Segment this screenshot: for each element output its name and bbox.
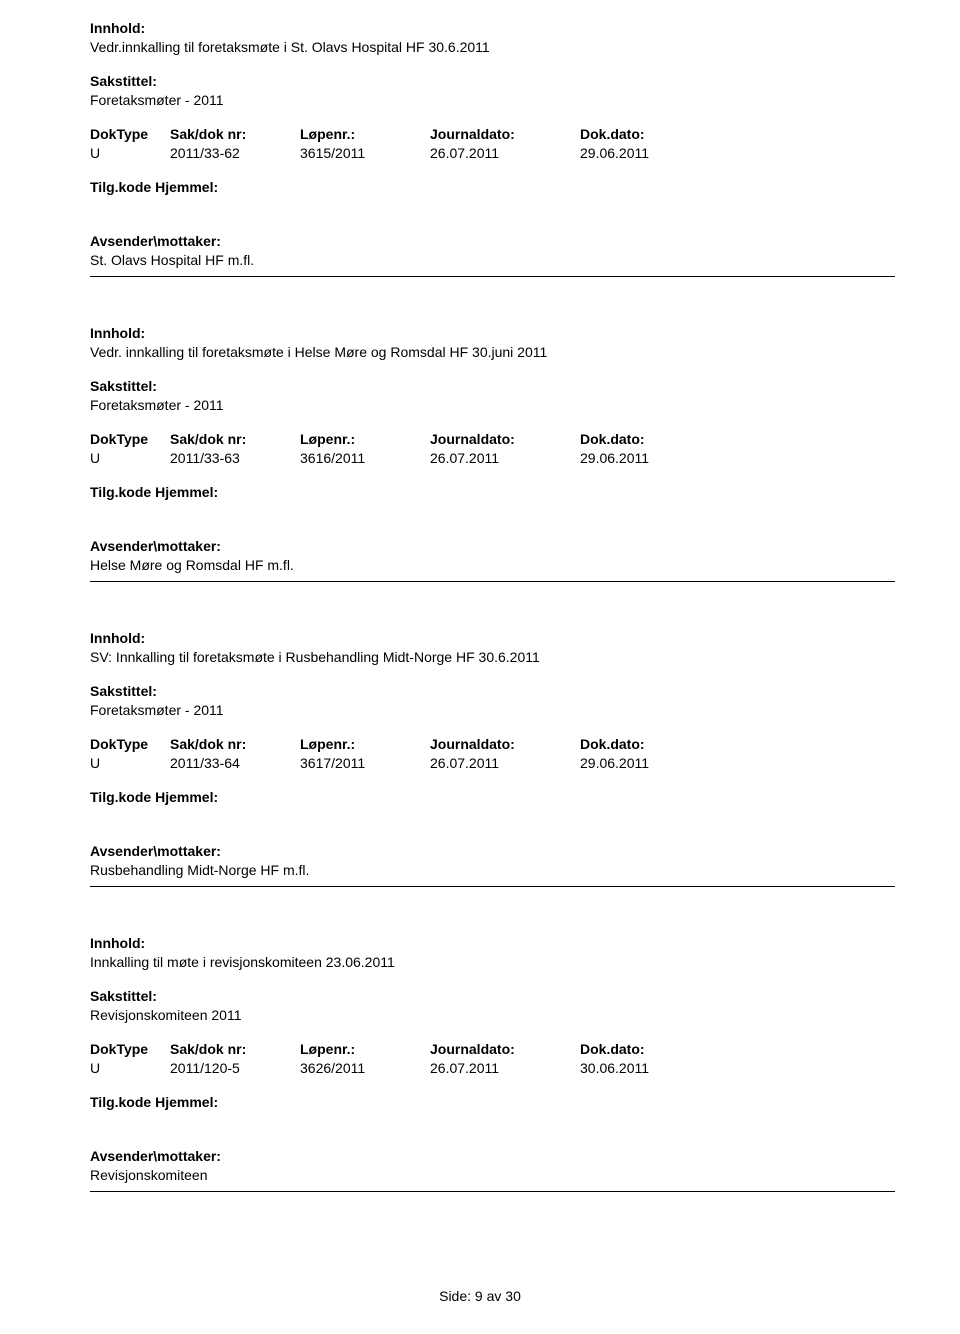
journaldato-value: 26.07.2011: [430, 450, 580, 466]
journaldato-header: Journaldato:: [430, 1041, 580, 1057]
hjemmel-label: Hjemmel:: [155, 1094, 218, 1110]
sakstittel-label: Sakstittel:: [90, 378, 895, 394]
data-headers-row: DokType Sak/dok nr: Løpenr.: Journaldato…: [90, 736, 895, 752]
sakstittel-label: Sakstittel:: [90, 683, 895, 699]
sakdok-value: 2011/33-62: [170, 145, 300, 161]
sakstittel-label: Sakstittel:: [90, 988, 895, 1004]
sakdok-value: 2011/33-63: [170, 450, 300, 466]
sakdok-header: Sak/dok nr:: [170, 736, 300, 752]
dokdato-value: 30.06.2011: [580, 1060, 710, 1076]
record-separator: [90, 886, 895, 887]
avsender-value: St. Olavs Hospital HF m.fl.: [90, 252, 895, 268]
hjemmel-label: Hjemmel:: [155, 179, 218, 195]
journal-record: Innhold: Vedr. innkalling til foretaksmø…: [90, 325, 895, 582]
tilg-hjemmel-row: Tilg.kode Hjemmel:: [90, 1094, 895, 1110]
doktype-header: DokType: [90, 736, 170, 752]
dokdato-header: Dok.dato:: [580, 736, 710, 752]
page-footer: Side: 9 av 30: [0, 1288, 960, 1304]
dokdato-value: 29.06.2011: [580, 450, 710, 466]
sakstittel-value: Foretaksmøter - 2011: [90, 702, 895, 718]
avsender-label: Avsender\mottaker:: [90, 843, 895, 859]
innhold-value: Innkalling til møte i revisjonskomiteen …: [90, 954, 895, 970]
sakdok-value: 2011/120-5: [170, 1060, 300, 1076]
dokdato-value: 29.06.2011: [580, 755, 710, 771]
journaldato-value: 26.07.2011: [430, 145, 580, 161]
tilgkode-label: Tilg.kode: [90, 789, 151, 805]
data-values-row: U 2011/120-5 3626/2011 26.07.2011 30.06.…: [90, 1060, 895, 1076]
record-separator: [90, 1191, 895, 1192]
tilg-hjemmel-row: Tilg.kode Hjemmel:: [90, 179, 895, 195]
sakdok-value: 2011/33-64: [170, 755, 300, 771]
tilg-hjemmel-row: Tilg.kode Hjemmel:: [90, 484, 895, 500]
footer-total: 30: [505, 1288, 521, 1304]
innhold-label: Innhold:: [90, 325, 895, 341]
hjemmel-label: Hjemmel:: [155, 484, 218, 500]
sakstittel-value: Revisjonskomiteen 2011: [90, 1007, 895, 1023]
doktype-value: U: [90, 1060, 170, 1076]
data-headers-row: DokType Sak/dok nr: Løpenr.: Journaldato…: [90, 431, 895, 447]
lopenr-value: 3616/2011: [300, 450, 430, 466]
lopenr-value: 3615/2011: [300, 145, 430, 161]
record-separator: [90, 276, 895, 277]
doktype-value: U: [90, 755, 170, 771]
data-values-row: U 2011/33-62 3615/2011 26.07.2011 29.06.…: [90, 145, 895, 161]
tilgkode-label: Tilg.kode: [90, 179, 151, 195]
journal-record: Innhold: Vedr.innkalling til foretaksmøt…: [90, 20, 895, 277]
avsender-value: Rusbehandling Midt-Norge HF m.fl.: [90, 862, 895, 878]
avsender-label: Avsender\mottaker:: [90, 233, 895, 249]
tilg-hjemmel-row: Tilg.kode Hjemmel:: [90, 789, 895, 805]
journaldato-header: Journaldato:: [430, 736, 580, 752]
data-values-row: U 2011/33-64 3617/2011 26.07.2011 29.06.…: [90, 755, 895, 771]
journal-record: Innhold: Innkalling til møte i revisjons…: [90, 935, 895, 1192]
journaldato-header: Journaldato:: [430, 431, 580, 447]
doktype-value: U: [90, 145, 170, 161]
avsender-label: Avsender\mottaker:: [90, 538, 895, 554]
journaldato-value: 26.07.2011: [430, 755, 580, 771]
lopenr-value: 3617/2011: [300, 755, 430, 771]
hjemmel-label: Hjemmel:: [155, 789, 218, 805]
innhold-value: Vedr. innkalling til foretaksmøte i Hels…: [90, 344, 895, 360]
innhold-value: SV: Innkalling til foretaksmøte i Rusbeh…: [90, 649, 895, 665]
journaldato-value: 26.07.2011: [430, 1060, 580, 1076]
dokdato-header: Dok.dato:: [580, 126, 710, 142]
innhold-label: Innhold:: [90, 20, 895, 36]
lopenr-header: Løpenr.:: [300, 1041, 430, 1057]
avsender-value: Helse Møre og Romsdal HF m.fl.: [90, 557, 895, 573]
journal-record: Innhold: SV: Innkalling til foretaksmøte…: [90, 630, 895, 887]
footer-separator: av: [487, 1288, 502, 1304]
sakstittel-value: Foretaksmøter - 2011: [90, 92, 895, 108]
dokdato-header: Dok.dato:: [580, 431, 710, 447]
data-headers-row: DokType Sak/dok nr: Løpenr.: Journaldato…: [90, 1041, 895, 1057]
sakdok-header: Sak/dok nr:: [170, 1041, 300, 1057]
lopenr-value: 3626/2011: [300, 1060, 430, 1076]
tilgkode-label: Tilg.kode: [90, 1094, 151, 1110]
footer-prefix: Side:: [439, 1288, 471, 1304]
footer-page: 9: [475, 1288, 483, 1304]
lopenr-header: Løpenr.:: [300, 126, 430, 142]
avsender-value: Revisjonskomiteen: [90, 1167, 895, 1183]
dokdato-value: 29.06.2011: [580, 145, 710, 161]
data-headers-row: DokType Sak/dok nr: Løpenr.: Journaldato…: [90, 126, 895, 142]
journaldato-header: Journaldato:: [430, 126, 580, 142]
sakstittel-value: Foretaksmøter - 2011: [90, 397, 895, 413]
doktype-header: DokType: [90, 126, 170, 142]
innhold-label: Innhold:: [90, 935, 895, 951]
avsender-label: Avsender\mottaker:: [90, 1148, 895, 1164]
innhold-label: Innhold:: [90, 630, 895, 646]
lopenr-header: Løpenr.:: [300, 431, 430, 447]
dokdato-header: Dok.dato:: [580, 1041, 710, 1057]
data-values-row: U 2011/33-63 3616/2011 26.07.2011 29.06.…: [90, 450, 895, 466]
sakstittel-label: Sakstittel:: [90, 73, 895, 89]
sakdok-header: Sak/dok nr:: [170, 431, 300, 447]
tilgkode-label: Tilg.kode: [90, 484, 151, 500]
record-separator: [90, 581, 895, 582]
doktype-value: U: [90, 450, 170, 466]
lopenr-header: Løpenr.:: [300, 736, 430, 752]
doktype-header: DokType: [90, 1041, 170, 1057]
doktype-header: DokType: [90, 431, 170, 447]
innhold-value: Vedr.innkalling til foretaksmøte i St. O…: [90, 39, 895, 55]
sakdok-header: Sak/dok nr:: [170, 126, 300, 142]
